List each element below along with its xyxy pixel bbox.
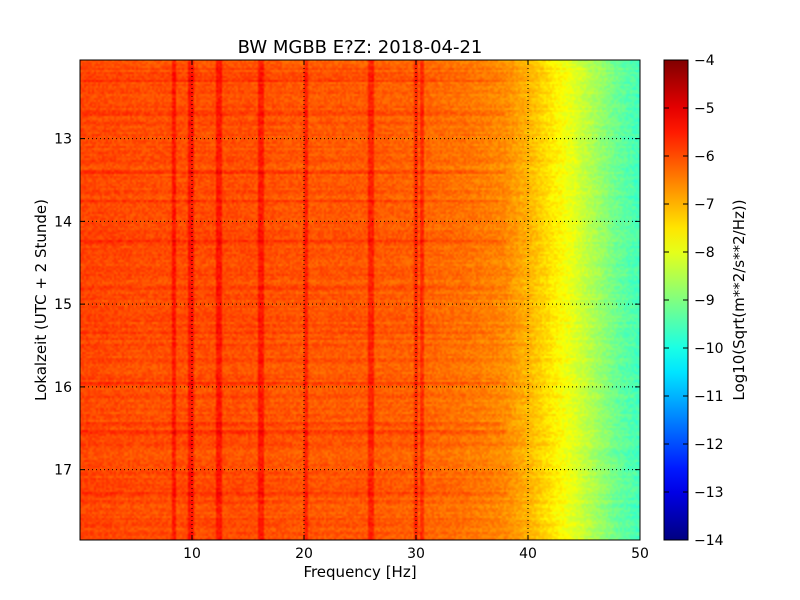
y-tick-label: 13 (54, 132, 72, 148)
y-tick-label: 15 (54, 297, 72, 313)
colorbar-tick-label: −5 (694, 101, 715, 117)
y-tick-label: 17 (54, 463, 72, 479)
y-tick-label: 16 (54, 380, 72, 396)
y-tick-label: 14 (54, 214, 72, 230)
x-tick-label: 50 (631, 546, 649, 562)
colorbar-label: Log10(Sqrt(m**2/s**2/Hz)) (730, 199, 748, 400)
colorbar-tick-label: −10 (694, 341, 724, 357)
x-tick-label: 20 (295, 546, 313, 562)
colorbar-tick-label: −4 (694, 53, 715, 69)
y-axis-label: Lokalzeit (UTC + 2 Stunde) (32, 199, 50, 401)
spectrogram-raster (80, 60, 640, 540)
plot-frame (79, 59, 641, 541)
x-tick-label: 30 (407, 546, 425, 562)
x-axis-label: Frequency [Hz] (303, 563, 416, 581)
colorbar-tick-label: −7 (694, 197, 715, 213)
colorbar-tick-label: −11 (694, 389, 724, 405)
colorbar-tick-label: −13 (694, 485, 724, 501)
colorbar-tick-label: −14 (694, 533, 724, 549)
x-tick-label: 10 (183, 546, 201, 562)
colorbar-tick-label: −12 (694, 437, 724, 453)
colorbar-axis: −4 −5 −6 −7 −8 −9 −10 −11 −12 −13 −14 (664, 53, 724, 549)
x-axis: 10 20 30 40 50 (183, 60, 649, 562)
grid-lines (80, 60, 640, 540)
colorbar-tick-label: −8 (694, 245, 715, 261)
colorbar-tick-label: −6 (694, 149, 715, 165)
x-tick-label: 40 (519, 546, 537, 562)
chart-title: BW MGBB E?Z: 2018-04-21 (238, 37, 483, 58)
y-axis: 13 14 15 16 17 (54, 132, 640, 479)
colorbar-tick-label: −9 (694, 293, 715, 309)
spectrogram-image (80, 60, 640, 540)
